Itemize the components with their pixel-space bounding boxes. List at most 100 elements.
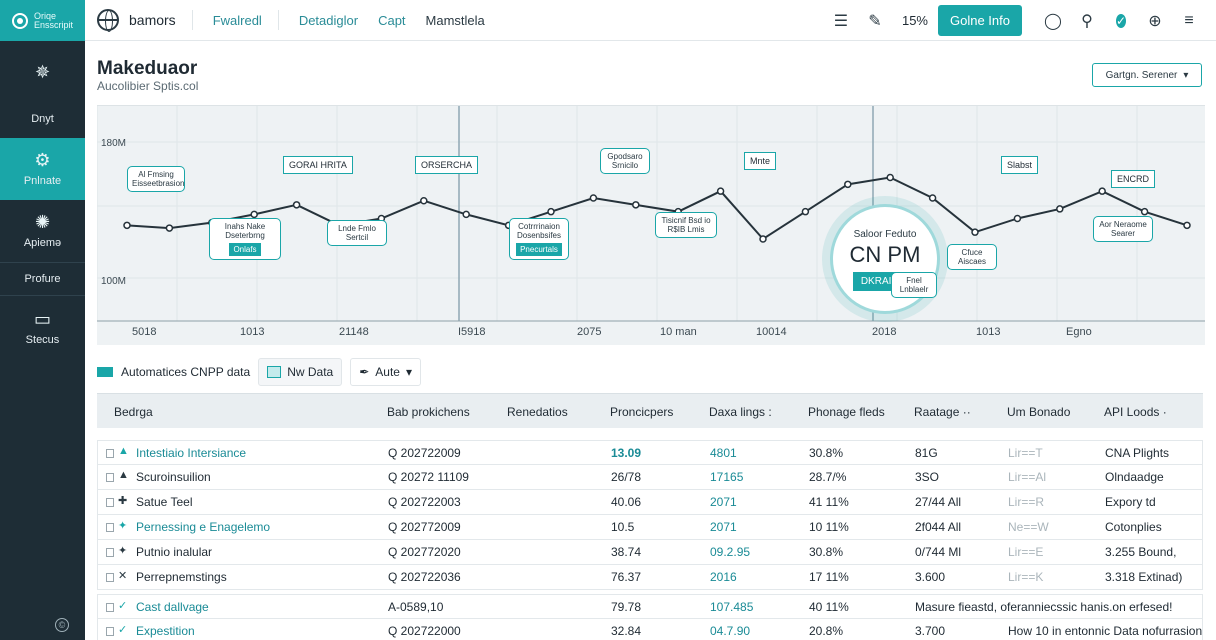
- data-point[interactable]: [165, 224, 174, 232]
- row-name[interactable]: Scuroinsuilion: [136, 470, 211, 484]
- data-point[interactable]: [292, 201, 301, 209]
- data-point[interactable]: [1056, 205, 1064, 213]
- row-checkbox[interactable]: [106, 548, 114, 557]
- data-point[interactable]: [547, 207, 555, 216]
- row-name[interactable]: Putnio inalular: [136, 545, 213, 559]
- row-name[interactable]: Expestition: [136, 624, 195, 638]
- nav-link-detadiglor[interactable]: Detadiglor: [298, 12, 359, 28]
- column-header[interactable]: Bedrga: [114, 405, 153, 419]
- zoom-level[interactable]: 15%: [901, 13, 928, 28]
- table-row[interactable]: ✓ Expestition Q 202722000 32.84 04.7.90 20.8%…: [97, 619, 1203, 640]
- toolbar-right: ☰ ✎ 15% Golne Info ◯ ⚲ ✓ ⊕ ≡: [824, 0, 1216, 41]
- table-row[interactable]: ✦ Putnio inalular Q 202772020 38.74 09.2.95 3…: [97, 540, 1203, 565]
- data-point[interactable]: [250, 210, 258, 219]
- data-point[interactable]: [420, 196, 428, 205]
- row-checkbox[interactable]: [106, 498, 114, 507]
- nav-link-fwalredl[interactable]: Fwalredl: [212, 12, 262, 28]
- table-row[interactable]: ✚ Satue Teel Q 202722003 40.06 2071 41 11% 27/…: [97, 490, 1203, 515]
- data-point[interactable]: [886, 173, 894, 182]
- column-header[interactable]: API Loods ·: [1104, 405, 1167, 419]
- data-point[interactable]: [716, 187, 725, 195]
- sidebar-item-apiema[interactable]: ✺ Apiemə: [0, 200, 85, 262]
- check-icon[interactable]: ✓: [1115, 13, 1127, 28]
- list-icon[interactable]: ☰: [833, 12, 849, 30]
- data-point[interactable]: [928, 194, 937, 202]
- table-row[interactable]: ▲ Intestiaio Intersiance Q 202722009 13.09 4…: [97, 440, 1203, 465]
- chart-tag[interactable]: GORAI HRITA: [283, 156, 353, 174]
- sidebar-tree[interactable]: ✵: [0, 50, 85, 100]
- row-checkbox[interactable]: [106, 627, 114, 636]
- column-header[interactable]: Phonage fleds: [808, 405, 885, 419]
- top-brand[interactable]: bamors: [129, 12, 176, 28]
- pencil-icon[interactable]: ✎: [868, 12, 882, 30]
- view-select[interactable]: Gartgn. Serener ▾: [1092, 63, 1202, 87]
- row-checkbox[interactable]: [106, 449, 114, 458]
- chart-tag[interactable]: Mnte: [744, 152, 777, 170]
- sidebar-item-stecus[interactable]: ▭ Stecus: [0, 300, 85, 356]
- sidebar-item-dnyt[interactable]: Dnyt: [0, 100, 85, 138]
- column-header[interactable]: Raatage ··: [914, 405, 971, 419]
- chart-annotation[interactable]: Fnel Lnblaelr: [891, 272, 937, 298]
- table-cell: How 10 in entonnic Data nofurrasion: [1008, 624, 1203, 638]
- table-row[interactable]: ✕ Perrepnemstings Q 202722036 76.37 2016 17 1…: [97, 565, 1203, 590]
- data-point[interactable]: [632, 201, 640, 209]
- data-point[interactable]: [1098, 187, 1106, 195]
- sidebar-item-pnlnate[interactable]: ⚙ Pnlnate: [0, 138, 85, 200]
- data-point[interactable]: [462, 210, 470, 219]
- info-button[interactable]: Golne Info: [938, 5, 1022, 36]
- nav-link-mamstlela[interactable]: Mamstlela: [425, 12, 485, 28]
- table-cell: 3.255 Bound,: [1105, 545, 1177, 559]
- menu-icon[interactable]: ≡: [1184, 11, 1194, 29]
- row-name[interactable]: Cast dallvage: [136, 600, 209, 614]
- chart-tag[interactable]: ORSERCHA: [415, 156, 479, 174]
- chart-annotation[interactable]: Tisicnif Bsd io R$IB Lmis: [655, 212, 717, 238]
- sidebar-divider: [0, 295, 85, 296]
- nav-link-capt[interactable]: Capt: [378, 12, 406, 28]
- row-checkbox[interactable]: [106, 573, 114, 582]
- data-point[interactable]: [1183, 221, 1191, 230]
- chart-annotation[interactable]: Cfuce Aiscaes: [947, 244, 997, 270]
- table-row[interactable]: ✦ Pernessing e Enagelemo Q 202772009 10.5 20…: [97, 515, 1203, 540]
- chart-annotation[interactable]: Aor Neraome Searer: [1093, 216, 1153, 242]
- chart-canvas: [97, 106, 1205, 322]
- chart-annotation[interactable]: Al Fmsing Eisseetbrasion: [127, 166, 185, 192]
- sidebar-item-profure[interactable]: Profure: [0, 263, 85, 295]
- data-point[interactable]: [1140, 207, 1149, 216]
- chart-tag[interactable]: ENCRD: [1111, 170, 1156, 188]
- data-point[interactable]: [801, 207, 810, 216]
- chart-annotation[interactable]: Cotrrrinaion Dosenbsifes Pnecurtals: [509, 218, 569, 260]
- row-checkbox[interactable]: [106, 473, 114, 482]
- row-name[interactable]: Satue Teel: [136, 495, 193, 509]
- chart-annotation[interactable]: Inahs Nake Dseterbrng Onlafs: [209, 218, 281, 260]
- highlight-subtitle: Saloor Feduto: [853, 229, 917, 240]
- chart-tag[interactable]: Slabst: [1001, 156, 1039, 174]
- column-header[interactable]: Proncicpers: [610, 405, 674, 419]
- auto-dropdown[interactable]: ✒ Aute ▾: [350, 358, 421, 386]
- row-checkbox[interactable]: [106, 603, 114, 612]
- row-name[interactable]: Pernessing e Enagelemo: [136, 520, 271, 534]
- globe-icon[interactable]: ⊕: [1148, 12, 1162, 30]
- table-row[interactable]: ▲ Scuroinsuilion Q 20272 11109 26/78 17165 28…: [97, 465, 1203, 490]
- new-data-chip[interactable]: Nw Data: [258, 358, 343, 386]
- data-point[interactable]: [123, 221, 131, 230]
- data-point[interactable]: [589, 194, 598, 202]
- data-point[interactable]: [1013, 214, 1022, 223]
- globe-icon[interactable]: [97, 9, 119, 32]
- column-header[interactable]: Bab prokichens: [387, 405, 470, 419]
- chart-annotation[interactable]: Lnde Fmlo Sertcil: [327, 220, 387, 246]
- row-name[interactable]: Perrepnemstings: [136, 570, 227, 584]
- brand[interactable]: Oriqe Ensscripit: [0, 0, 85, 41]
- column-header[interactable]: Daxa lings :: [709, 405, 772, 419]
- table-row[interactable]: ✓ Cast dallvage A-0589,10 79.78 107.485 40 11…: [97, 594, 1203, 619]
- data-point[interactable]: [844, 180, 852, 189]
- chart-annotation[interactable]: Gpodsaro Srnicilo: [600, 148, 650, 174]
- row-name[interactable]: Intestiaio Intersiance: [136, 446, 247, 460]
- user-icon[interactable]: ◯: [1044, 12, 1062, 30]
- row-checkbox[interactable]: [106, 523, 114, 532]
- data-point[interactable]: [971, 228, 979, 236]
- column-header[interactable]: Um Bonado: [1007, 405, 1071, 419]
- location-pin-icon[interactable]: ⚲: [1081, 12, 1093, 30]
- column-header[interactable]: Renedatios: [507, 405, 568, 419]
- data-point[interactable]: [759, 235, 767, 243]
- filter-label: Automatices CNPP data: [121, 365, 251, 379]
